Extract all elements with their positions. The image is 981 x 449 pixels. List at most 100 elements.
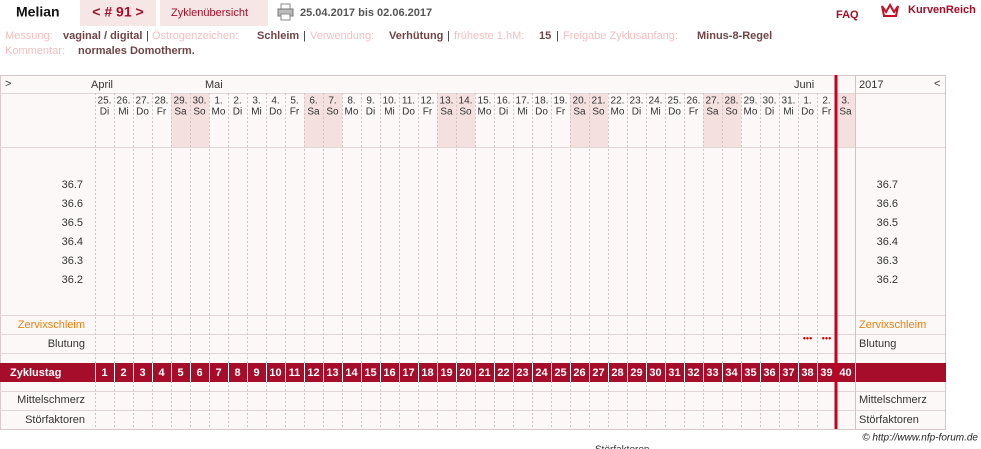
cycle-day: 8 xyxy=(234,367,240,379)
temp-label: 36.6 xyxy=(877,198,898,210)
cycle-day: 14 xyxy=(345,367,358,379)
cycle-day: 27 xyxy=(592,367,604,379)
row-label: Mittelschmerz xyxy=(859,394,927,406)
info-label: Verwendung: xyxy=(310,30,374,42)
day-date: 11. xyxy=(402,96,415,107)
day-date: 30. xyxy=(193,96,207,107)
day-weekday: So xyxy=(459,107,472,118)
day-date: 15. xyxy=(478,96,492,107)
cycle-day: 21 xyxy=(478,367,490,379)
info-value: Verhütung xyxy=(389,30,443,42)
cycle-day: 24 xyxy=(535,367,548,379)
day-weekday: Di xyxy=(100,107,109,118)
temp-label: 36.5 xyxy=(877,217,898,229)
day-date: 27. xyxy=(136,96,150,107)
cycle-day: 35 xyxy=(744,367,756,379)
day-date: 25. xyxy=(98,96,112,107)
cycle-day: 39 xyxy=(820,367,832,379)
temp-label: 36.6 xyxy=(62,198,83,210)
weekend-shade xyxy=(703,93,722,147)
row-label: Blutung xyxy=(859,338,896,350)
day-date: 22. xyxy=(611,96,625,107)
day-weekday: Mo xyxy=(611,107,625,118)
row-label: Zyklustag xyxy=(10,367,61,379)
day-weekday: Di xyxy=(499,107,508,118)
info-label: Freigabe Zyklusanfang: xyxy=(563,30,678,42)
day-date: 3. xyxy=(841,96,849,107)
weekend-shade xyxy=(437,93,456,147)
cycle-day: 31 xyxy=(668,367,680,379)
day-weekday: Mo xyxy=(212,107,226,118)
cycle-day: 36 xyxy=(763,367,775,379)
cycle-day: 15 xyxy=(364,367,376,379)
cycle-day: 34 xyxy=(725,367,738,379)
day-weekday: So xyxy=(193,107,206,118)
cycle-day: 12 xyxy=(307,367,319,379)
day-weekday: Di xyxy=(765,107,774,118)
day-weekday: So xyxy=(592,107,605,118)
day-date: 26. xyxy=(117,96,131,107)
cut-label: Störfaktoren xyxy=(595,445,649,449)
day-date: 12. xyxy=(421,96,435,107)
weekend-shade xyxy=(323,93,342,147)
svg-text:|: | xyxy=(556,30,559,42)
day-date: 25. xyxy=(668,96,682,107)
temp-label: 36.3 xyxy=(877,255,898,267)
day-date: 29. xyxy=(174,96,188,107)
day-weekday: Do xyxy=(801,107,814,118)
day-weekday: Mi xyxy=(650,107,661,118)
svg-text:|: | xyxy=(303,30,306,42)
day-date: 13. xyxy=(440,96,454,107)
nav-next[interactable]: < xyxy=(934,78,940,90)
day-date: 20. xyxy=(573,96,587,107)
cycle-day: 13 xyxy=(326,367,338,379)
cycle-day: 25 xyxy=(554,367,566,379)
day-weekday: Mi xyxy=(783,107,794,118)
cycle-day: 4 xyxy=(158,367,165,379)
day-date: 2. xyxy=(822,96,830,107)
day-weekday: Fr xyxy=(423,107,433,118)
logo-text[interactable]: KurvenReich xyxy=(908,4,976,16)
day-date: 19. xyxy=(554,96,568,107)
date-range: 25.04.2017 bis 02.06.2017 xyxy=(300,7,432,19)
cycle-nav[interactable]: < # 91 > xyxy=(92,4,143,20)
day-weekday: Di xyxy=(632,107,641,118)
cycle-day-band xyxy=(0,363,946,382)
month-label: April xyxy=(91,79,113,91)
day-date: 5. xyxy=(290,96,298,107)
day-date: 18. xyxy=(535,96,549,107)
cycle-day: 11 xyxy=(289,367,301,379)
weekend-shade xyxy=(570,93,589,147)
print-icon[interactable] xyxy=(277,3,294,21)
temp-label: 36.3 xyxy=(62,255,83,267)
weekend-shade xyxy=(304,93,323,147)
day-weekday: Sa xyxy=(307,107,320,118)
day-date: 16. xyxy=(497,96,511,107)
day-weekday: Sa xyxy=(573,107,586,118)
day-weekday: Mi xyxy=(118,107,129,118)
day-weekday: Fr xyxy=(822,107,832,118)
day-date: 1. xyxy=(214,96,222,107)
svg-text:|: | xyxy=(146,30,149,42)
overview-tab[interactable]: Zyklenübersicht xyxy=(171,7,248,19)
day-weekday: Di xyxy=(233,107,242,118)
faq-link[interactable]: FAQ xyxy=(836,9,859,21)
day-weekday: Mi xyxy=(384,107,395,118)
day-weekday: Sa xyxy=(174,107,187,118)
cycle-day: 18 xyxy=(421,367,433,379)
cycle-day: 20 xyxy=(459,367,471,379)
cycle-day: 26 xyxy=(573,367,585,379)
logo-icon xyxy=(881,2,899,17)
day-date: 23. xyxy=(630,96,644,107)
cycle-day: 32 xyxy=(687,367,699,379)
day-weekday: So xyxy=(725,107,738,118)
day-weekday: Sa xyxy=(706,107,719,118)
day-weekday: Do xyxy=(136,107,149,118)
cycle-day: 5 xyxy=(177,367,183,379)
nav-prev[interactable]: > xyxy=(5,78,11,90)
year: 2017 xyxy=(859,79,883,91)
cycle-day: 2 xyxy=(120,367,126,379)
weekend-shade xyxy=(722,93,741,147)
temp-label: 36.2 xyxy=(62,274,83,286)
